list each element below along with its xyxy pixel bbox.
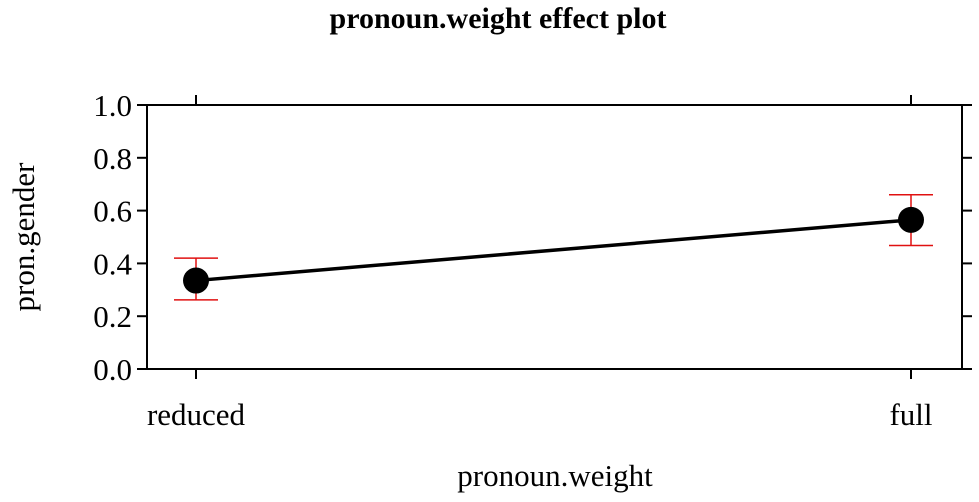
series-layer [174,194,933,301]
y-axis-label: pron.gender [6,162,41,312]
x-tick-label: full [889,397,932,432]
y-tick-label: 0.6 [93,194,132,229]
data-point [183,267,209,294]
y-tick-label: 0.0 [93,352,132,387]
plot-frame [146,104,963,370]
chart-title: pronoun.weight effect plot [330,2,667,35]
y-tick-label: 0.8 [93,141,132,176]
y-tick-label: 0.2 [93,299,132,334]
y-tick-label: 1.0 [93,88,132,123]
y-tick-label: 0.4 [93,246,132,281]
x-axis: reduced full [147,95,933,432]
data-point [898,206,924,233]
x-tick-label: reduced [147,397,246,432]
series-line [195,218,912,283]
x-axis-label: pronoun.weight [457,458,653,493]
y-axis: 0.0 0.2 0.4 0.6 0.8 1.0 [93,88,972,387]
